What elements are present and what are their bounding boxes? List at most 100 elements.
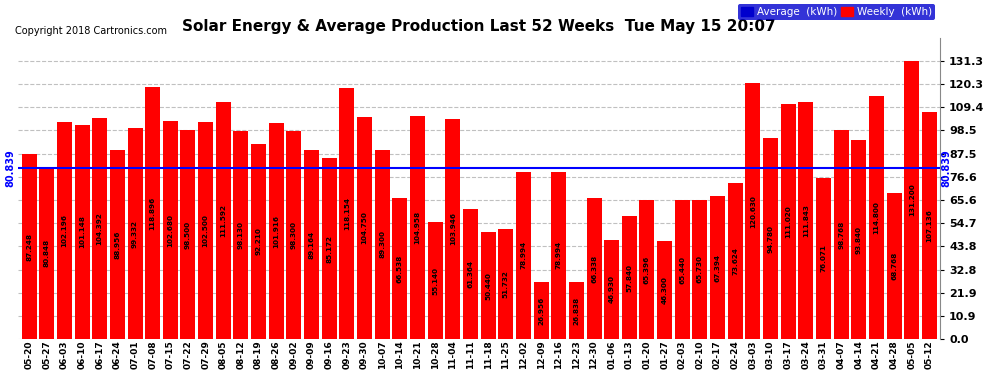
Bar bbox=[798, 102, 814, 339]
Bar bbox=[340, 88, 354, 339]
Text: 104.958: 104.958 bbox=[415, 211, 421, 244]
Text: 94.780: 94.780 bbox=[767, 225, 773, 253]
Bar bbox=[710, 196, 725, 339]
Text: 50.440: 50.440 bbox=[485, 272, 491, 300]
Bar bbox=[728, 183, 742, 339]
Bar bbox=[887, 193, 902, 339]
Text: 118.154: 118.154 bbox=[344, 197, 349, 230]
Text: 98.500: 98.500 bbox=[185, 220, 191, 249]
Text: 98.300: 98.300 bbox=[291, 221, 297, 249]
Bar bbox=[498, 230, 513, 339]
Text: 46.930: 46.930 bbox=[609, 275, 615, 303]
Bar bbox=[922, 112, 937, 339]
Bar bbox=[904, 61, 920, 339]
Bar bbox=[604, 240, 619, 339]
Text: 65.440: 65.440 bbox=[679, 256, 685, 284]
Bar bbox=[374, 150, 390, 339]
Text: 78.994: 78.994 bbox=[555, 242, 561, 270]
Bar bbox=[551, 172, 566, 339]
Text: 103.946: 103.946 bbox=[449, 212, 455, 245]
Bar bbox=[745, 83, 760, 339]
Text: 76.071: 76.071 bbox=[821, 244, 827, 272]
Text: 87.248: 87.248 bbox=[26, 232, 32, 261]
Text: 111.843: 111.843 bbox=[803, 204, 809, 237]
Text: 102.196: 102.196 bbox=[61, 214, 67, 247]
Bar bbox=[781, 104, 796, 339]
Bar bbox=[622, 216, 637, 339]
Text: 102.680: 102.680 bbox=[167, 214, 173, 247]
Text: 80.848: 80.848 bbox=[44, 239, 50, 267]
Bar bbox=[162, 122, 178, 339]
Text: 101.148: 101.148 bbox=[79, 215, 85, 248]
Bar bbox=[851, 140, 866, 339]
Text: 101.916: 101.916 bbox=[273, 214, 279, 248]
Bar bbox=[428, 222, 443, 339]
Text: 51.732: 51.732 bbox=[503, 270, 509, 298]
Bar bbox=[516, 172, 531, 339]
Bar bbox=[146, 87, 160, 339]
Text: 111.020: 111.020 bbox=[785, 205, 791, 238]
Legend: Average  (kWh), Weekly  (kWh): Average (kWh), Weekly (kWh) bbox=[738, 4, 935, 20]
Bar bbox=[92, 118, 107, 339]
Bar bbox=[74, 124, 89, 339]
Text: 46.300: 46.300 bbox=[661, 276, 667, 304]
Text: 107.136: 107.136 bbox=[927, 209, 933, 242]
Bar bbox=[198, 122, 213, 339]
Text: 99.332: 99.332 bbox=[132, 220, 138, 248]
Text: 120.630: 120.630 bbox=[749, 195, 756, 228]
Text: 26.838: 26.838 bbox=[573, 297, 579, 325]
Bar bbox=[869, 96, 884, 339]
Bar bbox=[569, 282, 584, 339]
Text: 55.140: 55.140 bbox=[432, 267, 439, 295]
Text: 65.396: 65.396 bbox=[644, 256, 650, 284]
Bar bbox=[534, 282, 548, 339]
Text: 68.768: 68.768 bbox=[891, 252, 897, 280]
Bar bbox=[675, 200, 690, 339]
Bar bbox=[692, 200, 708, 339]
Text: 26.956: 26.956 bbox=[538, 297, 544, 325]
Text: 93.840: 93.840 bbox=[855, 226, 862, 254]
Bar bbox=[357, 117, 372, 339]
Text: 66.538: 66.538 bbox=[397, 255, 403, 283]
Bar bbox=[180, 130, 195, 339]
Title: Solar Energy & Average Production Last 52 Weeks  Tue May 15 20:07: Solar Energy & Average Production Last 5… bbox=[182, 19, 776, 34]
Bar bbox=[128, 128, 143, 339]
Bar bbox=[763, 138, 778, 339]
Text: 57.840: 57.840 bbox=[627, 264, 633, 292]
Text: 104.392: 104.392 bbox=[97, 212, 103, 245]
Text: 89.300: 89.300 bbox=[379, 231, 385, 258]
Bar bbox=[216, 102, 231, 339]
Text: 118.896: 118.896 bbox=[149, 196, 155, 230]
Text: 61.364: 61.364 bbox=[467, 260, 473, 288]
Text: 67.394: 67.394 bbox=[715, 254, 721, 282]
Bar bbox=[816, 178, 831, 339]
Bar bbox=[480, 232, 496, 339]
Bar bbox=[463, 209, 478, 339]
Text: 111.592: 111.592 bbox=[221, 204, 227, 237]
Text: 98.768: 98.768 bbox=[839, 220, 844, 249]
Bar bbox=[410, 117, 425, 339]
Text: 80.839: 80.839 bbox=[941, 149, 951, 186]
Text: 65.730: 65.730 bbox=[697, 255, 703, 284]
Bar bbox=[40, 168, 54, 339]
Text: 98.130: 98.130 bbox=[238, 221, 244, 249]
Bar bbox=[22, 154, 37, 339]
Text: 131.200: 131.200 bbox=[909, 184, 915, 216]
Text: 88.956: 88.956 bbox=[115, 231, 121, 259]
Bar bbox=[640, 200, 654, 339]
Text: 80.839: 80.839 bbox=[5, 149, 15, 186]
Bar bbox=[322, 159, 337, 339]
Text: 104.750: 104.750 bbox=[361, 211, 367, 244]
Bar bbox=[234, 131, 248, 339]
Bar bbox=[286, 130, 301, 339]
Text: 92.210: 92.210 bbox=[255, 227, 261, 255]
Bar bbox=[56, 122, 72, 339]
Text: 73.624: 73.624 bbox=[733, 247, 739, 275]
Text: Copyright 2018 Cartronics.com: Copyright 2018 Cartronics.com bbox=[15, 26, 167, 36]
Bar bbox=[304, 150, 319, 339]
Text: 114.800: 114.800 bbox=[873, 201, 879, 234]
Bar bbox=[586, 198, 602, 339]
Text: 102.500: 102.500 bbox=[203, 214, 209, 247]
Bar bbox=[446, 118, 460, 339]
Text: 89.164: 89.164 bbox=[309, 231, 315, 259]
